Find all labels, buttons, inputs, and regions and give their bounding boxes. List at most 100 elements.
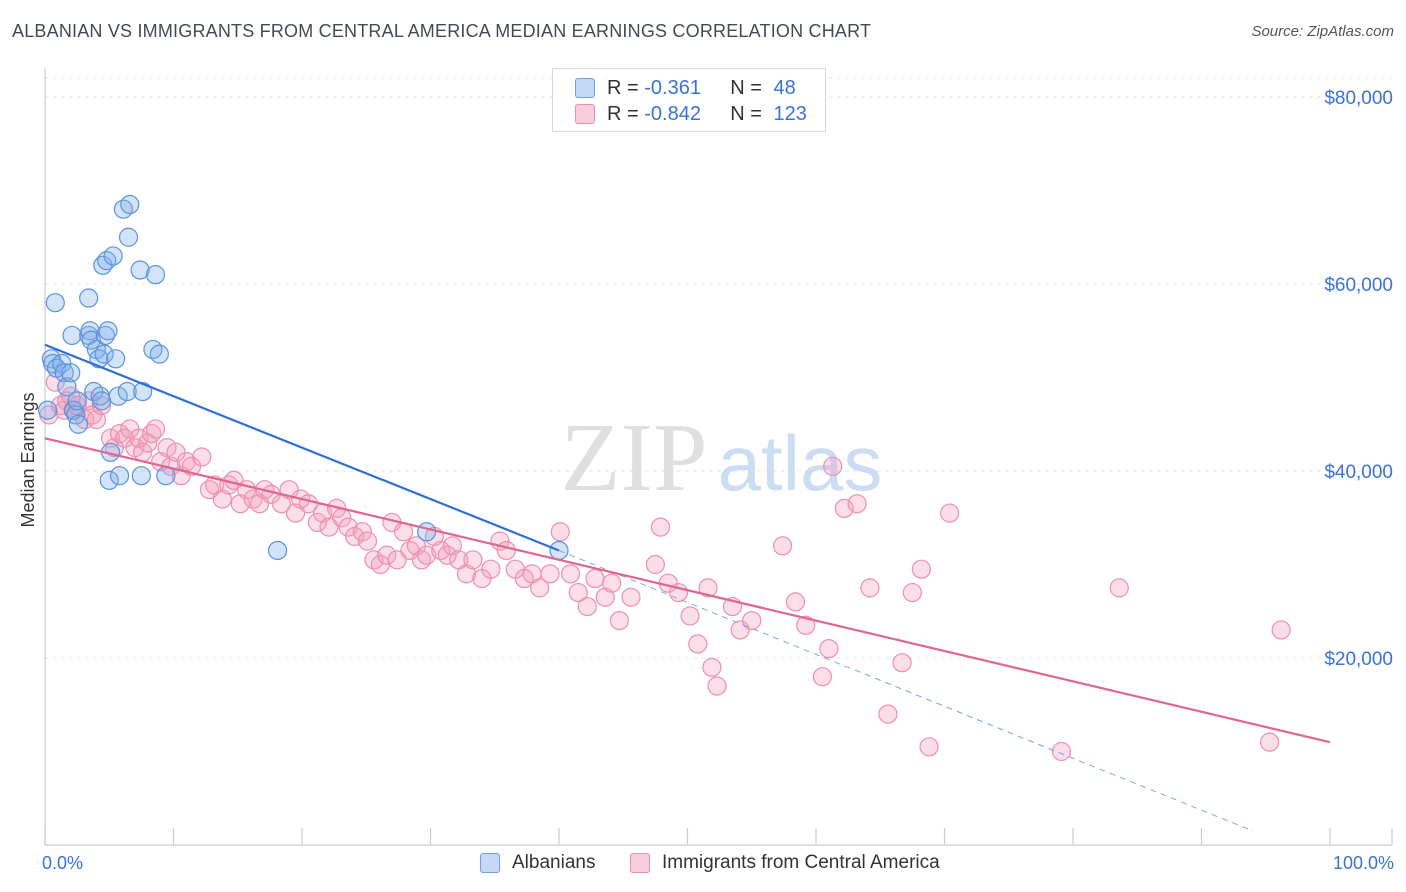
point-immigrants <box>377 545 397 565</box>
point-immigrants <box>702 657 722 677</box>
legend-r-label: R = <box>607 102 645 125</box>
point-immigrants <box>550 522 570 542</box>
point-immigrants <box>1260 732 1280 752</box>
legend-r-label: R = <box>607 76 645 99</box>
watermark-atlas: atlas <box>718 419 883 507</box>
point-albanians <box>98 321 118 341</box>
point-immigrants <box>823 456 843 476</box>
point-immigrants <box>481 559 501 579</box>
point-immigrants <box>602 573 622 593</box>
point-immigrants <box>1051 741 1072 762</box>
point-albanians <box>117 381 137 402</box>
point-immigrants <box>585 568 605 589</box>
point-albanians <box>120 194 140 215</box>
point-albanians <box>145 265 166 285</box>
point-albanians <box>68 414 89 434</box>
point-immigrants <box>437 545 457 565</box>
point-immigrants <box>496 540 516 561</box>
point-immigrants <box>192 447 212 467</box>
point-immigrants <box>819 639 839 659</box>
point-albanians <box>267 540 288 561</box>
point-immigrants <box>560 564 581 584</box>
point-albanians <box>79 288 99 308</box>
y-tick-label: $60,000 <box>1324 275 1393 296</box>
trend-albanians <box>44 343 560 552</box>
trend-immigrants <box>44 437 1331 744</box>
point-albanians <box>61 363 81 383</box>
point-immigrants <box>1109 578 1129 598</box>
legend-n-value: 123 <box>773 102 807 125</box>
watermark: ZIP atlas <box>561 404 883 512</box>
point-albanians <box>103 246 123 266</box>
point-immigrants <box>212 489 232 509</box>
point-immigrants <box>796 615 816 635</box>
legend-swatch-albanians <box>575 78 595 98</box>
point-albanians <box>62 325 82 346</box>
point-immigrants <box>230 494 250 514</box>
stats-legend: R = -0.361 N = 48 R = -0.842 N = 123 <box>552 68 826 132</box>
point-immigrants <box>530 578 550 598</box>
legend-r-value: -0.842 <box>644 102 701 125</box>
point-immigrants <box>785 592 806 612</box>
point-immigrants <box>902 582 922 603</box>
source-label: Source: ZipAtlas.com <box>1251 23 1394 40</box>
point-immigrants <box>650 517 671 537</box>
legend-row-albanians: R = -0.361 N = 48 <box>575 76 796 100</box>
point-immigrants <box>707 676 727 696</box>
point-immigrants <box>568 582 588 603</box>
point-albanians <box>118 227 139 247</box>
point-immigrants <box>442 536 462 556</box>
trend-albanians-extension <box>558 550 1254 832</box>
point-immigrants <box>417 545 437 565</box>
point-immigrants <box>688 634 708 654</box>
legend-row-immigrants: R = -0.842 N = 123 <box>575 102 807 126</box>
trend-lines <box>44 343 1331 832</box>
point-immigrants <box>1271 620 1291 640</box>
point-immigrants <box>698 578 718 598</box>
legend-swatch-immigrants <box>575 104 595 124</box>
point-immigrants <box>680 606 700 626</box>
point-immigrants <box>145 419 166 439</box>
point-immigrants <box>860 578 880 598</box>
point-immigrants <box>352 522 372 542</box>
point-albanians <box>37 400 58 420</box>
point-albanians <box>67 391 87 411</box>
x-tick-label-min: 0.0% <box>42 853 84 873</box>
bottom-legend-label-immigrants: Immigrants from Central America <box>662 852 940 873</box>
y-axis-label: Median Earnings <box>18 392 38 527</box>
point-immigrants <box>847 494 867 514</box>
point-immigrants <box>892 653 912 673</box>
point-immigrants <box>463 550 483 570</box>
point-immigrants <box>742 610 762 631</box>
point-immigrants <box>338 517 358 537</box>
series-albanians-points <box>37 194 569 561</box>
chart-title: ALBANIAN VS IMMIGRANTS FROM CENTRAL AMER… <box>12 21 872 41</box>
point-immigrants <box>919 737 939 757</box>
point-immigrants <box>595 587 615 607</box>
bottom-legend-label-albanians: Albanians <box>512 852 596 873</box>
point-immigrants <box>940 503 960 523</box>
point-albanians <box>131 466 151 486</box>
legend-n-label: N = <box>730 76 768 99</box>
y-tick-label: $20,000 <box>1324 649 1393 670</box>
y-tick-labels: $20,000 $40,000 $60,000 $80,000 <box>1324 88 1393 670</box>
point-albanians <box>91 391 112 411</box>
point-immigrants <box>621 587 641 607</box>
point-albanians <box>417 522 437 542</box>
point-albanians <box>108 386 128 406</box>
bottom-legend-swatch-albanians <box>480 853 500 873</box>
point-immigrants <box>911 559 931 579</box>
point-albanians <box>106 349 126 369</box>
point-immigrants <box>307 512 328 533</box>
point-albanians <box>99 470 119 490</box>
legend-n-value: 48 <box>773 76 796 99</box>
point-immigrants <box>878 704 898 724</box>
bottom-legend-swatch-immigrants <box>630 853 650 873</box>
y-tick-label: $40,000 <box>1324 462 1393 483</box>
point-immigrants <box>577 596 597 617</box>
point-immigrants <box>609 610 629 631</box>
legend-r-value: -0.361 <box>644 76 701 99</box>
bottom-legend-immigrants: Immigrants from Central America <box>630 852 940 874</box>
point-immigrants <box>319 517 339 537</box>
